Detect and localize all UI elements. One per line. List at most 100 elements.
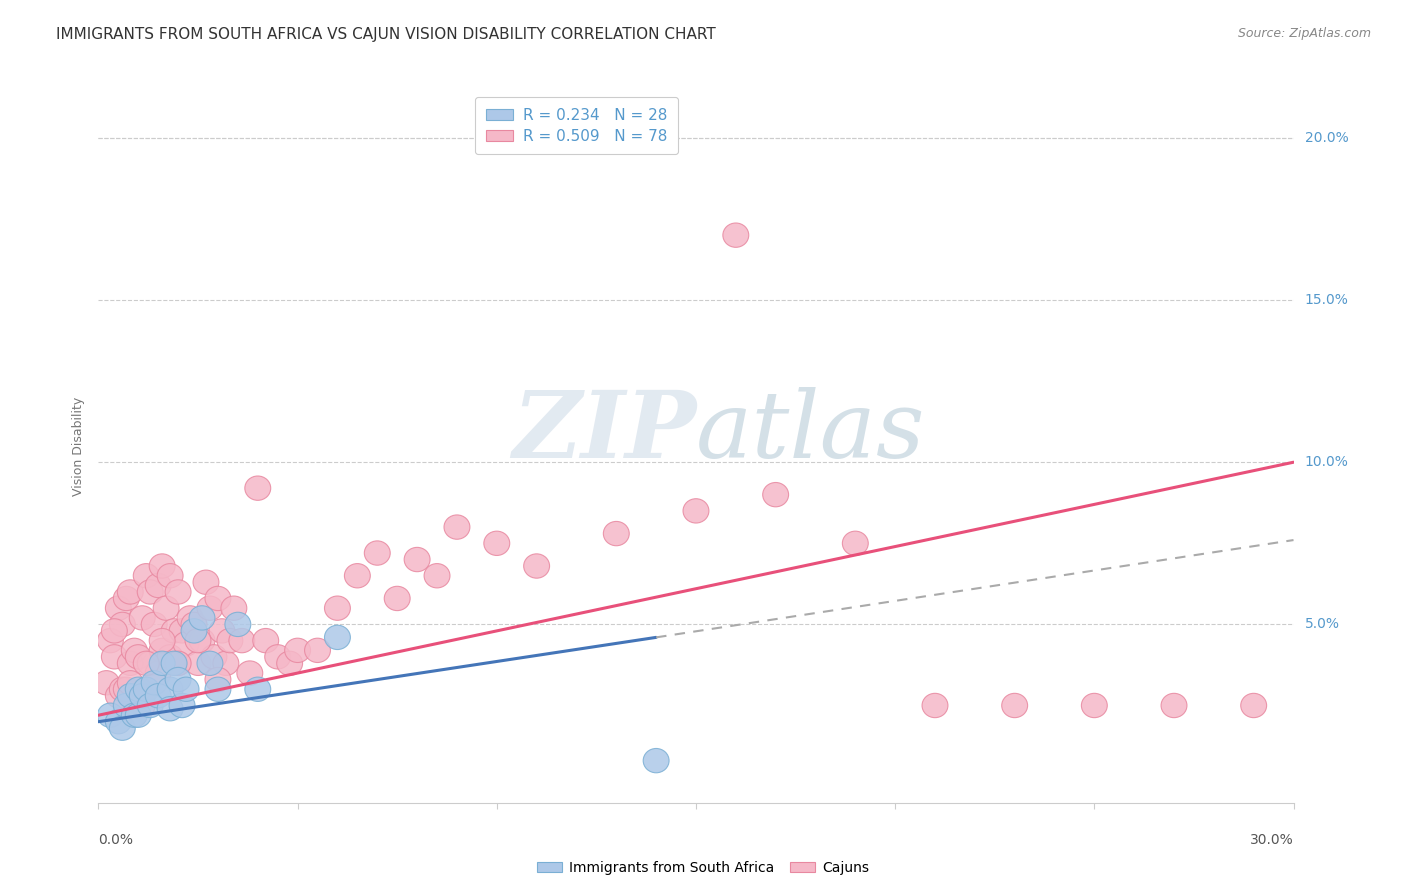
Ellipse shape — [236, 661, 263, 685]
Ellipse shape — [344, 564, 370, 588]
Ellipse shape — [221, 596, 247, 620]
Ellipse shape — [110, 677, 135, 701]
Ellipse shape — [134, 651, 159, 675]
Ellipse shape — [145, 574, 172, 598]
Ellipse shape — [188, 629, 215, 653]
Text: 15.0%: 15.0% — [1305, 293, 1348, 307]
Ellipse shape — [110, 716, 135, 740]
Ellipse shape — [643, 748, 669, 772]
Ellipse shape — [193, 570, 219, 594]
Ellipse shape — [842, 531, 869, 556]
Ellipse shape — [145, 683, 172, 708]
Ellipse shape — [125, 677, 152, 701]
Ellipse shape — [145, 661, 172, 685]
Ellipse shape — [105, 596, 131, 620]
Ellipse shape — [157, 645, 183, 669]
Ellipse shape — [425, 564, 450, 588]
Ellipse shape — [157, 697, 183, 721]
Ellipse shape — [117, 580, 143, 604]
Ellipse shape — [723, 223, 749, 247]
Ellipse shape — [149, 638, 176, 663]
Text: 20.0%: 20.0% — [1305, 131, 1348, 145]
Ellipse shape — [205, 586, 231, 611]
Ellipse shape — [205, 677, 231, 701]
Ellipse shape — [105, 709, 131, 734]
Text: atlas: atlas — [696, 387, 925, 476]
Ellipse shape — [117, 651, 143, 675]
Ellipse shape — [117, 683, 143, 708]
Ellipse shape — [125, 645, 152, 669]
Text: IMMIGRANTS FROM SOUTH AFRICA VS CAJUN VISION DISABILITY CORRELATION CHART: IMMIGRANTS FROM SOUTH AFRICA VS CAJUN VI… — [56, 27, 716, 42]
Ellipse shape — [121, 703, 148, 727]
Ellipse shape — [264, 645, 291, 669]
Ellipse shape — [149, 629, 176, 653]
Ellipse shape — [173, 632, 200, 656]
Ellipse shape — [141, 612, 167, 637]
Ellipse shape — [101, 619, 128, 643]
Ellipse shape — [114, 693, 139, 718]
Ellipse shape — [121, 638, 148, 663]
Ellipse shape — [165, 651, 191, 675]
Ellipse shape — [229, 629, 254, 653]
Ellipse shape — [134, 564, 159, 588]
Ellipse shape — [1240, 693, 1267, 718]
Ellipse shape — [484, 531, 510, 556]
Ellipse shape — [523, 554, 550, 578]
Ellipse shape — [114, 586, 139, 611]
Ellipse shape — [129, 693, 155, 718]
Ellipse shape — [197, 651, 224, 675]
Ellipse shape — [186, 629, 211, 653]
Ellipse shape — [364, 541, 391, 566]
Ellipse shape — [277, 651, 302, 675]
Ellipse shape — [188, 606, 215, 630]
Ellipse shape — [1081, 693, 1108, 718]
Text: 5.0%: 5.0% — [1305, 617, 1340, 632]
Text: 0.0%: 0.0% — [98, 833, 134, 847]
Ellipse shape — [197, 596, 224, 620]
Ellipse shape — [284, 638, 311, 663]
Ellipse shape — [101, 645, 128, 669]
Ellipse shape — [177, 606, 202, 630]
Ellipse shape — [162, 651, 187, 675]
Ellipse shape — [149, 651, 176, 675]
Ellipse shape — [384, 586, 411, 611]
Ellipse shape — [205, 667, 231, 691]
Ellipse shape — [683, 499, 709, 523]
Legend: R = 0.234   N = 28, R = 0.509   N = 78: R = 0.234 N = 28, R = 0.509 N = 78 — [475, 97, 678, 154]
Ellipse shape — [129, 606, 155, 630]
Ellipse shape — [134, 677, 159, 701]
Text: 10.0%: 10.0% — [1305, 455, 1348, 469]
Ellipse shape — [209, 619, 235, 643]
Ellipse shape — [157, 564, 183, 588]
Ellipse shape — [162, 619, 187, 643]
Ellipse shape — [305, 638, 330, 663]
Ellipse shape — [225, 612, 250, 637]
Ellipse shape — [186, 651, 211, 675]
Ellipse shape — [181, 619, 207, 643]
Ellipse shape — [141, 671, 167, 695]
Ellipse shape — [97, 629, 124, 653]
Ellipse shape — [165, 667, 191, 691]
Ellipse shape — [404, 548, 430, 572]
Ellipse shape — [173, 677, 200, 701]
Ellipse shape — [253, 629, 278, 653]
Y-axis label: Vision Disability: Vision Disability — [72, 396, 86, 496]
Ellipse shape — [125, 703, 152, 727]
Ellipse shape — [325, 625, 350, 649]
Ellipse shape — [138, 693, 163, 718]
Text: ZIP: ZIP — [512, 387, 696, 476]
Ellipse shape — [134, 677, 159, 701]
Ellipse shape — [1161, 693, 1187, 718]
Ellipse shape — [444, 515, 470, 540]
Ellipse shape — [138, 651, 163, 675]
Ellipse shape — [149, 554, 176, 578]
Ellipse shape — [165, 651, 191, 675]
Ellipse shape — [117, 671, 143, 695]
Ellipse shape — [245, 677, 271, 701]
Ellipse shape — [169, 693, 195, 718]
Ellipse shape — [110, 612, 135, 637]
Ellipse shape — [157, 677, 183, 701]
Legend: Immigrants from South Africa, Cajuns: Immigrants from South Africa, Cajuns — [531, 855, 875, 880]
Text: 30.0%: 30.0% — [1250, 833, 1294, 847]
Ellipse shape — [212, 651, 239, 675]
